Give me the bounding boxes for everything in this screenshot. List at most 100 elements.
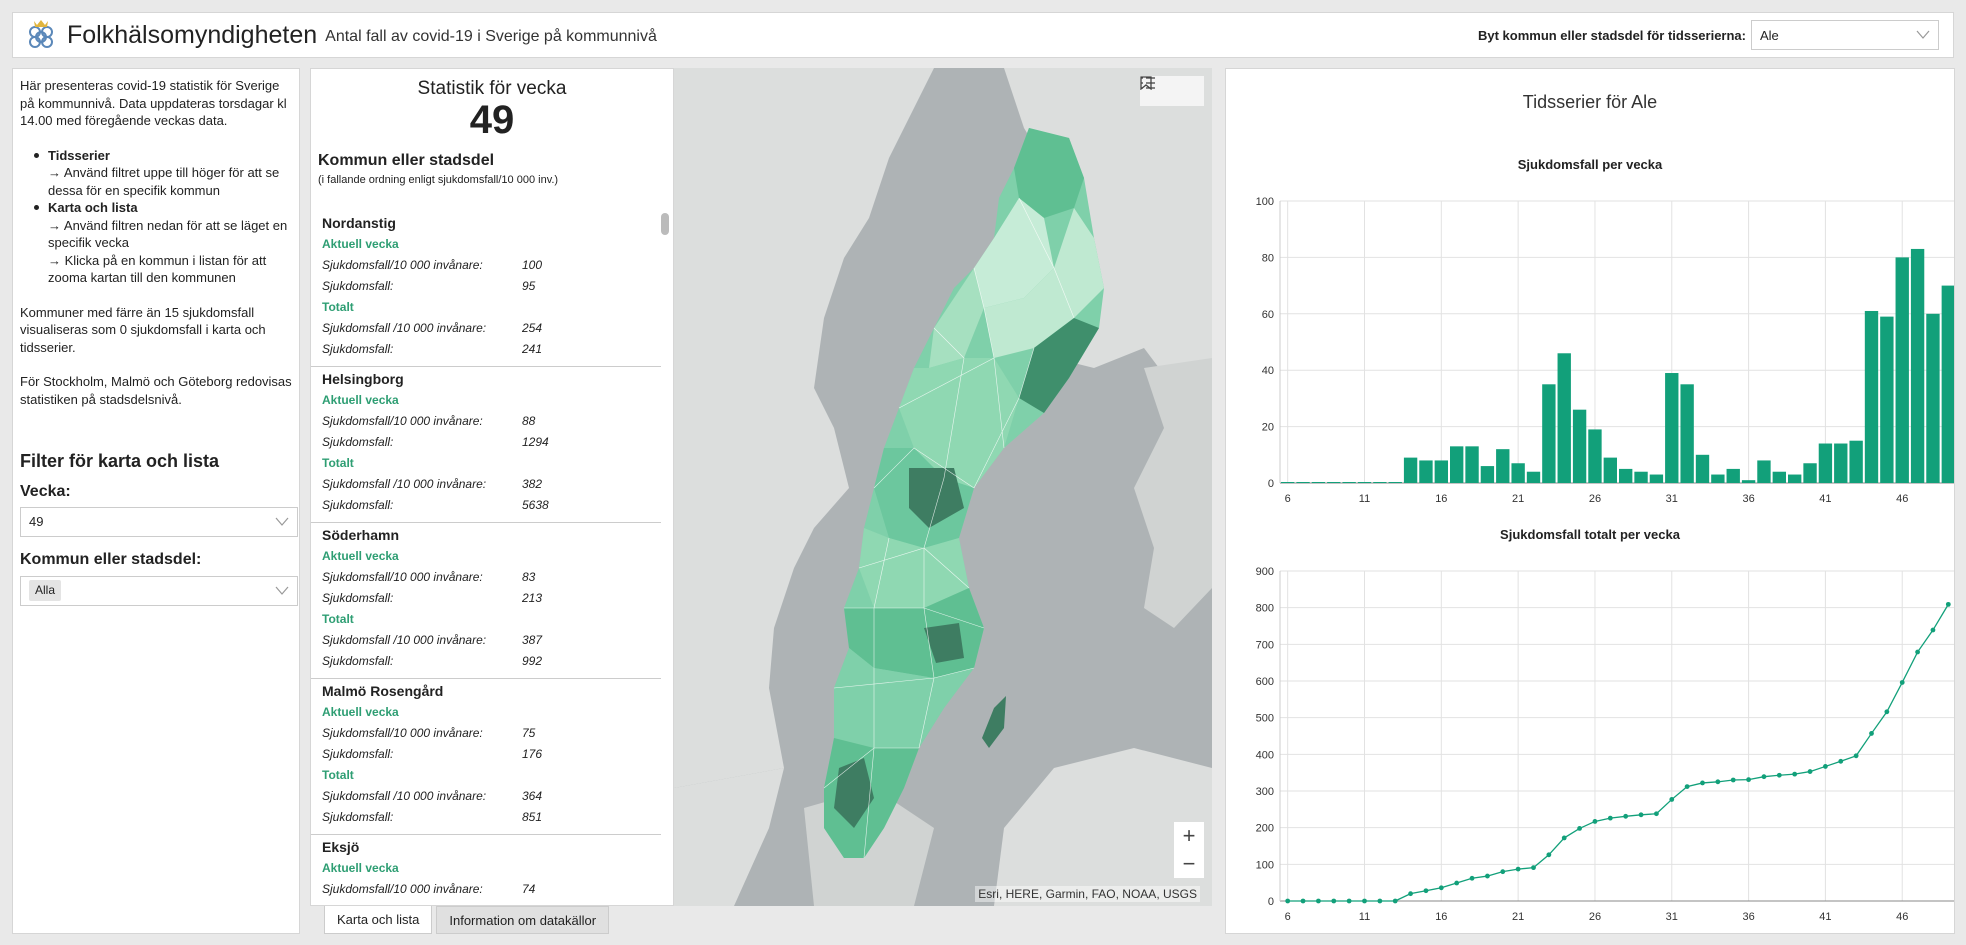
y-tick-label: 700 bbox=[1256, 639, 1274, 651]
y-tick-label: 400 bbox=[1256, 749, 1274, 761]
data-point bbox=[1669, 797, 1675, 802]
zoom-in-button[interactable]: + bbox=[1182, 823, 1196, 848]
x-tick-label: 41 bbox=[1819, 911, 1831, 923]
bar bbox=[1910, 248, 1925, 483]
week-filter-label: Vecka: bbox=[20, 482, 71, 500]
bar bbox=[1864, 310, 1879, 483]
data-point bbox=[1792, 771, 1798, 777]
zoom-out-button[interactable]: − bbox=[1182, 851, 1196, 876]
bar bbox=[1895, 257, 1909, 483]
map-view[interactable]: + − Esri, HERE, Garmin, FAO, NOAA, USGS bbox=[674, 68, 1212, 906]
current-week-label: Aktuell vecka bbox=[322, 549, 399, 563]
y-tick-label: 600 bbox=[1256, 676, 1274, 688]
stat-value: 213 bbox=[522, 591, 543, 605]
x-tick-label: 31 bbox=[1666, 493, 1678, 505]
tab-information-om-datakallor[interactable]: Information om datakällor bbox=[436, 906, 610, 934]
data-point bbox=[1930, 627, 1936, 633]
stat-value: 382 bbox=[522, 477, 543, 491]
tab-karta-och-lista[interactable]: Karta och lista bbox=[324, 906, 433, 934]
bar bbox=[1695, 454, 1710, 483]
bar bbox=[1281, 482, 1295, 483]
bar bbox=[1327, 482, 1341, 483]
stat-value: 241 bbox=[522, 342, 543, 356]
stat-key: Sjukdomsfall: bbox=[322, 591, 394, 605]
x-tick-label: 41 bbox=[1819, 493, 1831, 505]
x-tick-label: 36 bbox=[1742, 493, 1754, 505]
data-point bbox=[1316, 898, 1321, 904]
bar bbox=[1388, 482, 1402, 483]
stat-value: 88 bbox=[522, 414, 536, 428]
current-week-label: Aktuell vecka bbox=[322, 237, 399, 251]
data-point bbox=[1408, 891, 1413, 897]
bar bbox=[1834, 443, 1848, 483]
list-scrollbar[interactable] bbox=[661, 211, 669, 907]
stat-key: Sjukdomsfall: bbox=[322, 747, 394, 761]
list-item[interactable]: Söderhamn Aktuell vecka Sjukdomsfall/10 00… bbox=[311, 523, 661, 679]
bar bbox=[1649, 474, 1664, 483]
kommun-filter-select[interactable]: Alla bbox=[20, 575, 298, 606]
scrollbar-thumb[interactable] bbox=[661, 213, 669, 235]
bar bbox=[1296, 482, 1310, 483]
bar bbox=[1788, 474, 1802, 483]
bar bbox=[1741, 480, 1756, 483]
bar bbox=[1526, 471, 1541, 483]
data-point bbox=[1715, 779, 1721, 785]
total-stat-row: Sjukdomsfall: 851 bbox=[322, 807, 661, 828]
bullet-line: → Använd filtren nedan för att se läget … bbox=[48, 217, 288, 251]
data-point bbox=[1884, 709, 1890, 715]
current-stat-row: Sjukdomsfall/10 000 invånare: 74 bbox=[322, 879, 661, 900]
x-tick-label: 21 bbox=[1512, 911, 1524, 923]
stat-value: 5638 bbox=[522, 498, 549, 512]
data-point bbox=[1392, 898, 1398, 904]
list-subheading: (i fallande ordning enligt sjukdomsfall/… bbox=[318, 174, 559, 186]
kommun-timeseries-value: Ale bbox=[1760, 27, 1779, 43]
bar bbox=[1726, 468, 1740, 483]
data-point bbox=[1346, 898, 1352, 904]
bullet-line: → Klicka på en kommun i listan för att z… bbox=[48, 252, 267, 286]
list-item[interactable]: Helsingborg Aktuell vecka Sjukdomsfall/10 … bbox=[311, 367, 661, 523]
bullet-title: Tidsserier bbox=[48, 147, 110, 163]
bar bbox=[1450, 446, 1464, 483]
stat-value: 83 bbox=[522, 570, 536, 584]
bar bbox=[1880, 316, 1894, 483]
x-tick-label: 46 bbox=[1896, 911, 1908, 923]
threshold-note: Kommuner med färre än 15 sjukdomsfall vi… bbox=[20, 304, 266, 355]
bar bbox=[1665, 373, 1679, 483]
total-stat-row: Sjukdomsfall /10 000 invånare: 364 bbox=[322, 786, 661, 807]
data-point bbox=[1577, 826, 1582, 831]
stat-value: 364 bbox=[522, 789, 543, 803]
legend-list-icon[interactable] bbox=[1141, 76, 1204, 106]
total-stat-row: Sjukdomsfall /10 000 invånare: 254 bbox=[322, 318, 661, 339]
y-tick-label: 40 bbox=[1262, 365, 1274, 377]
x-tick-label: 11 bbox=[1359, 493, 1370, 505]
bar bbox=[1634, 471, 1648, 483]
bar bbox=[1496, 449, 1510, 483]
data-point bbox=[1823, 764, 1828, 769]
total-label: Totalt bbox=[322, 300, 354, 314]
brand-name: Folkhälsomyndigheten bbox=[67, 20, 318, 49]
y-tick-label: 800 bbox=[1256, 603, 1274, 615]
sweden-choropleth-map[interactable] bbox=[674, 68, 1212, 906]
bar bbox=[1403, 457, 1418, 483]
list-item[interactable]: Malmö Rosengård Aktuell vecka Sjukdomsfall… bbox=[311, 679, 661, 835]
total-label: Totalt bbox=[322, 456, 354, 470]
bar bbox=[1926, 313, 1940, 483]
bar bbox=[1588, 429, 1602, 483]
total-stat-row: Sjukdomsfall: 992 bbox=[322, 651, 661, 672]
list-item[interactable]: Eksjö Aktuell vecka Sjukdomsfall/10 000 in… bbox=[311, 835, 661, 907]
week-filter-select[interactable]: 49 bbox=[20, 507, 298, 537]
bookmark-icon[interactable] bbox=[1140, 76, 1172, 106]
x-tick-label: 36 bbox=[1742, 911, 1754, 923]
data-point bbox=[1853, 753, 1859, 759]
bottom-tabs: Karta och lista Information om datakällo… bbox=[324, 906, 613, 934]
kommun-timeseries-select[interactable]: Ale bbox=[1751, 20, 1939, 50]
timeseries-charts: 0 20 40 60 80 100 6 11 16 21 26 31 36 41 46 0 100 200 300 4… bbox=[1256, 196, 1954, 923]
stat-key: Sjukdomsfall/10 000 invånare: bbox=[322, 570, 483, 584]
data-point bbox=[1684, 784, 1690, 789]
timeseries-title: Tidsserier för Ale bbox=[1522, 92, 1658, 112]
total-stat-row: Sjukdomsfall: 241 bbox=[322, 339, 661, 360]
x-tick-label: 26 bbox=[1589, 911, 1601, 923]
stat-key: Sjukdomsfall/10 000 invånare: bbox=[322, 414, 483, 428]
bar bbox=[1572, 409, 1587, 483]
list-item[interactable]: Nordanstig Aktuell vecka Sjukdomsfall/10 0… bbox=[311, 211, 661, 367]
